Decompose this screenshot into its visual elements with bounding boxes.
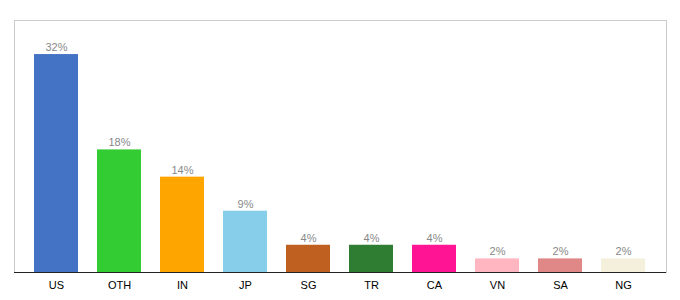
svg-text:14%: 14% — [171, 164, 193, 176]
svg-text:4%: 4% — [427, 232, 443, 244]
svg-text:US: US — [49, 279, 64, 291]
svg-text:SG: SG — [301, 279, 317, 291]
svg-text:32%: 32% — [45, 41, 67, 53]
svg-text:9%: 9% — [238, 198, 254, 210]
svg-text:IN: IN — [177, 279, 188, 291]
svg-text:OTH: OTH — [108, 279, 131, 291]
svg-text:NG: NG — [615, 279, 632, 291]
svg-text:2%: 2% — [553, 245, 569, 257]
svg-text:18%: 18% — [108, 136, 130, 148]
svg-text:4%: 4% — [301, 232, 317, 244]
svg-text:JP: JP — [239, 279, 252, 291]
svg-text:CA: CA — [427, 279, 443, 291]
svg-text:TR: TR — [364, 279, 379, 291]
svg-text:4%: 4% — [364, 232, 380, 244]
svg-text:VN: VN — [490, 279, 505, 291]
svg-text:SA: SA — [553, 279, 568, 291]
svg-text:2%: 2% — [490, 245, 506, 257]
svg-text:2%: 2% — [616, 245, 632, 257]
